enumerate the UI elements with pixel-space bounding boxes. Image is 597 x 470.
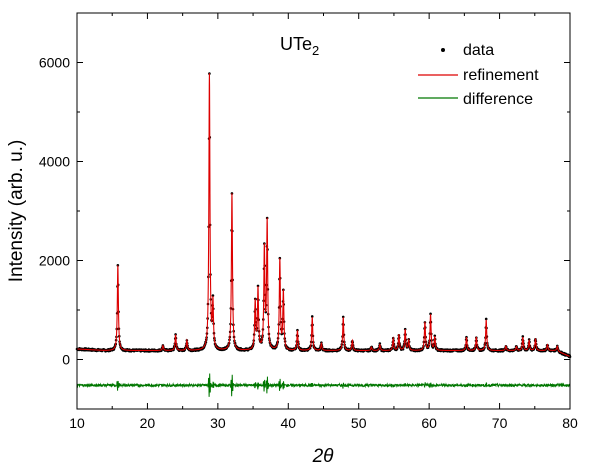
refinement-line xyxy=(76,73,571,357)
y-axis-title: Intensity (arb. u.) xyxy=(6,140,27,283)
data-point xyxy=(310,315,314,318)
data-point xyxy=(433,334,437,338)
y-tick-label: 0 xyxy=(62,352,70,368)
data-point xyxy=(116,264,120,267)
legend: data refinement difference xyxy=(418,42,539,108)
data-point xyxy=(484,317,488,321)
x-tick-label: 20 xyxy=(140,415,156,431)
data-point xyxy=(256,284,260,288)
difference-series xyxy=(76,373,571,397)
legend-item-difference: difference xyxy=(418,91,533,108)
x-tick-label: 30 xyxy=(210,415,226,431)
legend-item-data: data xyxy=(441,42,494,59)
x-tick-label: 70 xyxy=(492,415,508,431)
x-tick-label: 80 xyxy=(562,415,578,431)
x-axis-title: 2θ xyxy=(312,446,335,467)
data-series xyxy=(75,72,572,359)
x-tick-label: 40 xyxy=(280,415,296,431)
data-point xyxy=(211,294,215,297)
data-point xyxy=(341,315,345,319)
data-point xyxy=(296,328,299,332)
refinement-series xyxy=(76,73,571,357)
legend-label-data: data xyxy=(463,42,494,59)
data-point xyxy=(429,312,432,316)
y-tick-label: 6000 xyxy=(39,55,70,71)
annotation-text: UTe xyxy=(280,34,312,54)
x-tick-label: 60 xyxy=(421,415,437,431)
annotation-subscript: 2 xyxy=(312,43,319,58)
y-tick-label: 4000 xyxy=(39,154,70,170)
legend-label-refinement: refinement xyxy=(463,67,539,84)
x-tick-label: 50 xyxy=(351,415,367,431)
difference-line xyxy=(76,373,571,397)
legend-data-marker xyxy=(441,48,445,52)
legend-item-refinement: refinement xyxy=(418,67,539,84)
legend-label-difference: difference xyxy=(463,91,533,108)
data-point xyxy=(521,335,525,338)
y-tick-label: 2000 xyxy=(39,253,70,269)
axis-ticks: 10 20 30 40 50 60 70 80 0 2000 4000 6000 xyxy=(39,13,578,431)
chart-annotation: UTe2 xyxy=(280,34,319,58)
x-tick-label: 10 xyxy=(69,415,85,431)
